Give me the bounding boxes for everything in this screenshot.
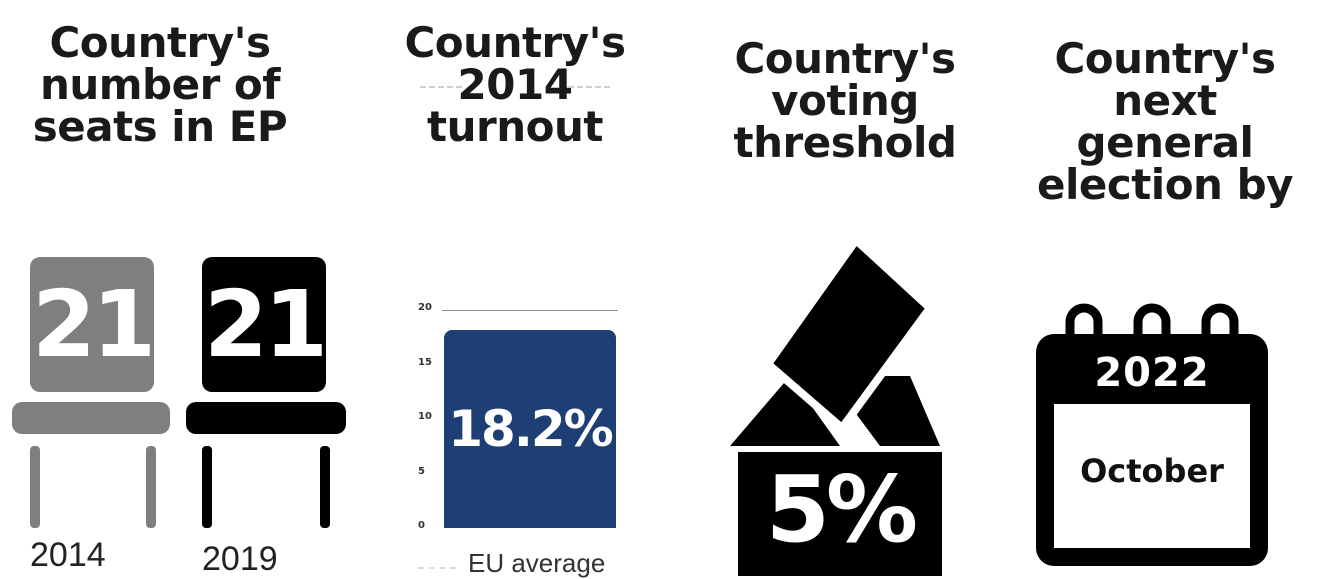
ballot-box-icon [730,236,942,576]
seats-heading-line-2: number of [39,60,281,109]
calendar-page [1054,404,1250,548]
heading-dash-left [420,86,462,88]
y-tick-label: 0 [418,520,425,531]
threshold-heading: Country's voting threshold [700,38,990,164]
year-label-2019: 2019 [202,540,278,578]
turnout-heading: Country's 2014 turnout [380,22,650,148]
election-heading: Country's next general election by [1005,38,1325,206]
eu-average-label: EU average [468,548,606,578]
threshold-heading-line-1: Country's [734,34,956,83]
calendar-ring-middle [1133,303,1171,336]
seats-heading: Country's number of seats in EP [20,22,300,148]
chair-2014-seat [12,402,170,434]
seats-heading-line-3: seats in EP [32,102,288,151]
seats-heading-line-1: Country's [49,18,271,67]
election-heading-line-3: election by [1036,160,1294,209]
chair-2014-leg-right [146,446,156,528]
chair-2019-leg-right [320,446,330,528]
threshold-heading-line-2: voting [771,76,919,125]
calendar-ring-right [1201,303,1239,336]
turnout-heading-line-2: 2014 [457,60,573,109]
turnout-bar: 18.2% [444,329,616,528]
turnout-value-label: 18.2% [448,399,613,458]
ballot-box-body [738,452,942,576]
chair-2019-leg-left [202,446,212,528]
calendar-icon [1036,303,1268,566]
y-tick-label: 15 [418,356,432,368]
ballot-paper [764,236,934,432]
turnout-heading-line-3: turnout [427,102,603,151]
threshold-heading-line-3: threshold [733,118,957,167]
turnout-heading-line-1: Country's [404,18,626,67]
chair-2014-leg-left [30,446,40,528]
election-year: 2022 [1094,350,1210,396]
calendar-ring-left [1065,303,1103,336]
year-label-2014: 2014 [30,536,106,574]
y-tick-label: 20 [418,302,432,313]
eu-average-dash [418,567,456,569]
chair-2019-seat [186,402,346,434]
chair-2014-back: 21 [30,257,156,392]
election-month: October [1080,452,1224,490]
threshold-value: 5% [765,456,918,563]
heading-dash-right [568,86,610,88]
y-gridline [442,310,618,311]
chair-2019-back: 21 [202,257,328,392]
y-tick-label: 5 [418,465,425,477]
election-heading-line-1: Country's next [1054,34,1276,125]
election-heading-line-2: general [1076,118,1254,167]
y-tick-label: 10 [418,411,432,422]
